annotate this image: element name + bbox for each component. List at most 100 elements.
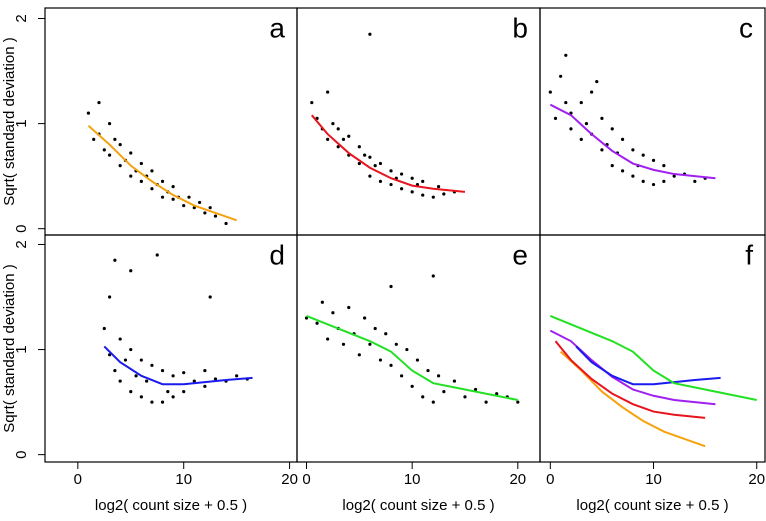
- data-point: [389, 182, 393, 187]
- data-point: [431, 400, 435, 404]
- data-point: [405, 347, 409, 352]
- fit-line: [87, 124, 237, 222]
- x-tick-label: 0: [302, 471, 310, 488]
- data-point: [118, 379, 122, 383]
- data-point: [431, 274, 435, 278]
- data-point: [610, 127, 614, 131]
- data-point: [213, 377, 218, 381]
- x-tick-label: 20: [509, 471, 526, 488]
- data-point: [326, 137, 330, 141]
- data-point: [326, 337, 330, 341]
- data-point: [378, 179, 383, 184]
- data-point: [421, 395, 425, 399]
- data-point: [620, 169, 625, 173]
- data-point: [394, 342, 398, 346]
- fit-line: [311, 114, 466, 193]
- data-point: [182, 203, 186, 208]
- data-point: [182, 371, 186, 375]
- data-point: [672, 174, 676, 178]
- data-point: [421, 179, 425, 184]
- data-point: [368, 32, 372, 36]
- data-point: [208, 295, 212, 299]
- data-point: [224, 221, 228, 226]
- data-point: [662, 164, 666, 168]
- data-point: [107, 353, 112, 357]
- panel-label: f: [745, 239, 753, 270]
- data-point: [150, 400, 154, 404]
- data-point: [651, 182, 656, 187]
- data-point: [182, 389, 186, 394]
- x-tick-label: 20: [748, 471, 765, 488]
- data-point: [134, 374, 138, 378]
- data-point: [693, 179, 697, 184]
- data-point: [410, 190, 414, 194]
- data-point: [150, 169, 154, 173]
- data-point: [107, 122, 112, 126]
- data-point: [166, 389, 170, 394]
- data-point: [662, 179, 666, 184]
- data-point: [431, 195, 435, 199]
- data-point: [631, 148, 635, 152]
- panel-label: a: [269, 12, 285, 43]
- data-point: [139, 358, 143, 362]
- data-point: [410, 176, 414, 180]
- data-point: [415, 358, 420, 362]
- data-point: [579, 100, 583, 105]
- data-point: [129, 269, 133, 273]
- data-point: [139, 161, 143, 166]
- data-point: [548, 90, 552, 94]
- y-tick-label: 2: [13, 240, 30, 248]
- data-point: [92, 137, 96, 141]
- data-point: [160, 179, 165, 184]
- data-point: [213, 214, 218, 218]
- data-point: [426, 368, 430, 373]
- data-point: [192, 379, 196, 383]
- data-point: [610, 164, 614, 168]
- data-point: [336, 127, 340, 131]
- y-tick-label: 1: [13, 345, 30, 353]
- y-tick-label: 1: [13, 119, 30, 127]
- data-point: [102, 148, 106, 152]
- data-point: [129, 347, 133, 352]
- data-point: [171, 197, 175, 201]
- data-point: [208, 206, 212, 210]
- data-point: [569, 127, 573, 131]
- data-point: [553, 116, 558, 120]
- data-point: [484, 400, 488, 404]
- data-point: [139, 179, 143, 184]
- x-tick-label: 0: [74, 471, 82, 488]
- series-line: [575, 345, 721, 386]
- panel-frame: [296, 234, 541, 463]
- data-point: [373, 326, 377, 331]
- data-point: [347, 134, 351, 138]
- data-point: [197, 200, 202, 205]
- data-point: [442, 389, 446, 394]
- data-point: [559, 74, 563, 78]
- data-point: [203, 368, 207, 373]
- data-point: [113, 368, 117, 373]
- data-point: [347, 305, 351, 310]
- data-point: [641, 179, 645, 184]
- data-point: [113, 258, 117, 262]
- data-point: [410, 384, 414, 388]
- data-point: [129, 151, 133, 155]
- x-tick-label: 10: [175, 471, 192, 488]
- fit-line: [306, 314, 519, 401]
- data-point: [235, 374, 239, 378]
- fit-line: [549, 103, 716, 180]
- series-line: [549, 329, 716, 406]
- data-point: [516, 400, 520, 404]
- x-axis-label: log2( count size + 0.5 ): [95, 497, 247, 514]
- data-point: [384, 332, 388, 336]
- data-point: [315, 321, 319, 325]
- data-point: [160, 400, 165, 404]
- data-point: [368, 342, 372, 346]
- data-point: [651, 158, 656, 162]
- data-point: [357, 161, 361, 166]
- data-point: [341, 137, 346, 141]
- panel-label: d: [269, 239, 285, 270]
- data-point: [389, 284, 393, 289]
- x-axis-label: log2( count size + 0.5 ): [342, 497, 494, 514]
- data-point: [118, 164, 122, 168]
